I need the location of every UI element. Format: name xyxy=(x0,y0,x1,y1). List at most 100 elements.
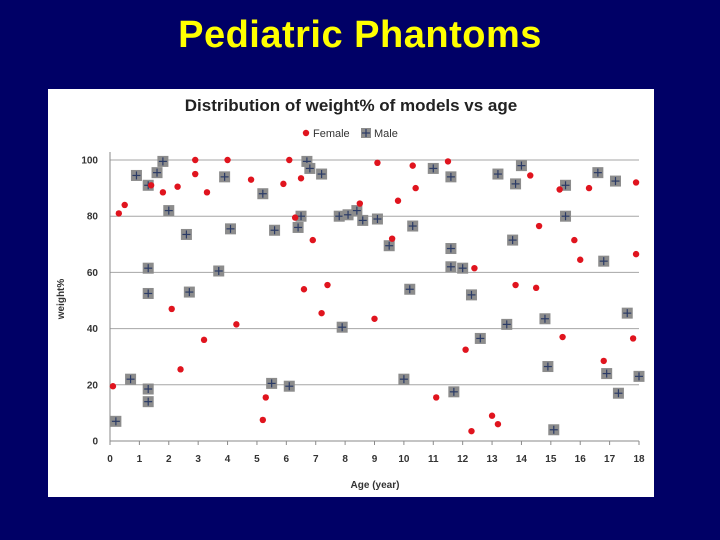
data-point-male xyxy=(316,168,328,180)
data-point-female xyxy=(147,182,155,189)
data-point-male xyxy=(407,220,419,232)
x-tick-label: 16 xyxy=(575,454,587,465)
data-point-female xyxy=(300,286,308,293)
data-point-male xyxy=(548,424,560,436)
data-point-female xyxy=(374,159,381,167)
data-point-male xyxy=(269,224,281,236)
data-point-male xyxy=(351,205,363,217)
data-point-female xyxy=(192,170,199,178)
data-point-male xyxy=(560,179,572,191)
data-point-male xyxy=(560,210,572,222)
data-point-female xyxy=(259,416,267,424)
data-point-female xyxy=(462,346,469,353)
y-tick-label: 20 xyxy=(87,380,99,391)
data-point-male xyxy=(507,234,519,246)
data-point-female xyxy=(535,222,543,230)
y-axis-label: weight% xyxy=(56,279,67,321)
data-point-male xyxy=(224,223,236,235)
data-point-male xyxy=(510,178,522,190)
data-point-male xyxy=(130,169,142,181)
data-point-male xyxy=(598,255,610,267)
data-point-male xyxy=(292,221,304,233)
data-point-male xyxy=(219,171,231,183)
data-point-female xyxy=(600,357,607,365)
data-point-female xyxy=(444,158,452,165)
data-point-female xyxy=(177,366,184,373)
slide-title: Pediatric Phantoms xyxy=(178,14,542,56)
data-point-female xyxy=(559,333,566,341)
data-point-female xyxy=(324,281,331,289)
data-point-male xyxy=(142,287,154,299)
x-tick-label: 13 xyxy=(486,454,498,465)
series-female xyxy=(109,156,640,435)
data-point-female xyxy=(512,281,519,289)
data-point-male xyxy=(142,396,154,408)
gridlines xyxy=(110,159,639,386)
data-point-male xyxy=(163,205,175,217)
data-point-male xyxy=(266,377,278,389)
data-point-male xyxy=(539,313,551,325)
data-point-male xyxy=(157,155,169,167)
data-point-female xyxy=(527,172,534,179)
data-point-female xyxy=(286,156,293,164)
data-point-female xyxy=(159,189,167,196)
data-point-male xyxy=(501,318,513,330)
y-tick-label: 80 xyxy=(87,212,99,223)
data-point-female xyxy=(168,305,175,313)
data-point-female xyxy=(174,183,181,190)
data-point-female xyxy=(115,210,123,217)
data-point-female xyxy=(192,156,199,164)
x-tick-label: 17 xyxy=(604,454,616,465)
data-point-female xyxy=(632,250,640,258)
data-point-female xyxy=(121,201,128,209)
data-point-male xyxy=(621,307,633,319)
data-point-male xyxy=(383,240,395,252)
data-point-male xyxy=(357,214,369,226)
x-tick-label: 5 xyxy=(254,454,260,465)
data-point-female xyxy=(224,156,231,164)
x-tick-label: 3 xyxy=(195,454,201,465)
data-point-male xyxy=(474,332,486,344)
data-point-female xyxy=(471,264,478,272)
data-point-male xyxy=(304,162,316,174)
chart-legend: Female Male xyxy=(302,128,398,140)
series-male xyxy=(110,155,645,436)
data-point-female xyxy=(318,309,325,317)
data-point-female xyxy=(262,394,269,401)
data-point-male xyxy=(633,370,645,382)
chart-title: Distribution of weight% of models vs age xyxy=(185,96,517,115)
data-point-female xyxy=(585,184,593,192)
data-point-male xyxy=(342,209,354,221)
data-point-male xyxy=(542,361,554,373)
legend-label-female: Female xyxy=(313,128,350,140)
data-point-male xyxy=(445,261,457,273)
data-point-female xyxy=(247,176,255,183)
data-point-female xyxy=(388,235,396,242)
data-point-female xyxy=(356,200,364,207)
data-point-female xyxy=(297,175,305,182)
data-point-male xyxy=(612,387,624,399)
legend-label-male: Male xyxy=(374,128,398,140)
x-tick-label: 14 xyxy=(516,454,528,465)
x-axis-label: Age (year) xyxy=(351,480,400,491)
y-tick-label: 0 xyxy=(92,437,98,448)
data-point-female xyxy=(109,383,117,390)
data-point-male xyxy=(180,228,192,240)
data-point-female xyxy=(412,184,419,192)
x-tick-label: 10 xyxy=(398,454,410,465)
data-point-male xyxy=(465,289,477,301)
data-point-male xyxy=(492,168,504,180)
data-point-male xyxy=(151,167,163,179)
data-point-male xyxy=(515,160,527,172)
x-tick-label: 1 xyxy=(137,454,143,465)
x-tick-label: 2 xyxy=(166,454,172,465)
data-point-female xyxy=(632,179,640,186)
data-point-male xyxy=(125,373,137,385)
data-point-male xyxy=(183,286,195,298)
data-point-female xyxy=(394,197,402,204)
data-point-female xyxy=(577,256,584,263)
data-point-female xyxy=(200,336,208,344)
data-point-female xyxy=(468,427,475,435)
legend-marker-female xyxy=(302,129,310,137)
data-point-male xyxy=(142,383,154,395)
